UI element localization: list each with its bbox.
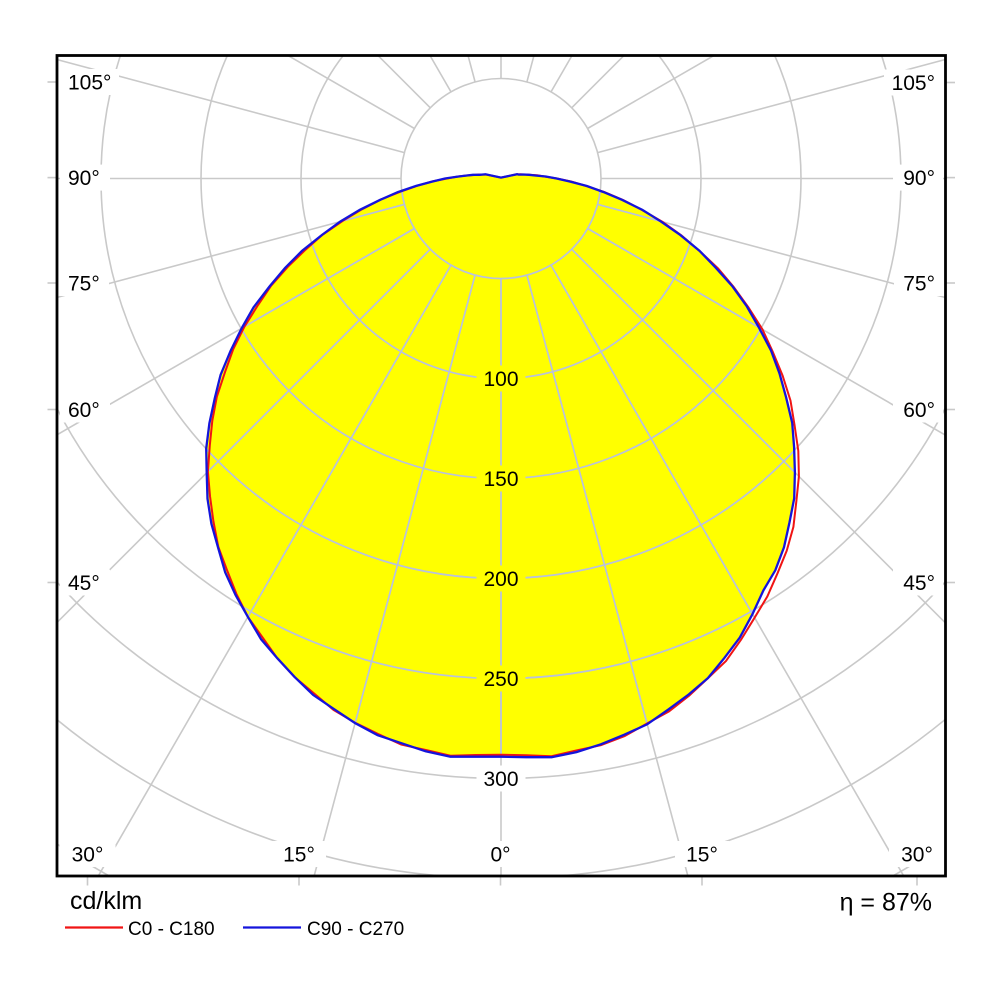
svg-text:250: 250: [483, 668, 518, 691]
svg-text:45°: 45°: [903, 572, 935, 595]
svg-text:90°: 90°: [68, 167, 100, 190]
svg-text:100: 100: [483, 368, 518, 391]
svg-text:200: 200: [483, 568, 518, 591]
svg-text:75°: 75°: [903, 273, 935, 296]
svg-text:η = 87%: η = 87%: [840, 889, 932, 917]
svg-text:C0 - C180: C0 - C180: [128, 919, 215, 940]
svg-text:30°: 30°: [72, 844, 104, 867]
svg-text:0°: 0°: [490, 844, 510, 867]
svg-text:105°: 105°: [892, 72, 935, 95]
svg-text:150: 150: [483, 468, 518, 491]
svg-text:cd/klm: cd/klm: [70, 887, 142, 915]
svg-text:C90 - C270: C90 - C270: [307, 919, 404, 940]
svg-text:300: 300: [483, 768, 518, 791]
svg-text:105°: 105°: [68, 72, 111, 95]
svg-text:30°: 30°: [901, 844, 933, 867]
svg-text:15°: 15°: [686, 844, 718, 867]
svg-text:45°: 45°: [68, 572, 100, 595]
svg-text:60°: 60°: [903, 399, 935, 422]
svg-text:90°: 90°: [903, 167, 935, 190]
svg-text:15°: 15°: [283, 844, 315, 867]
svg-text:60°: 60°: [68, 399, 100, 422]
svg-text:75°: 75°: [68, 273, 100, 296]
